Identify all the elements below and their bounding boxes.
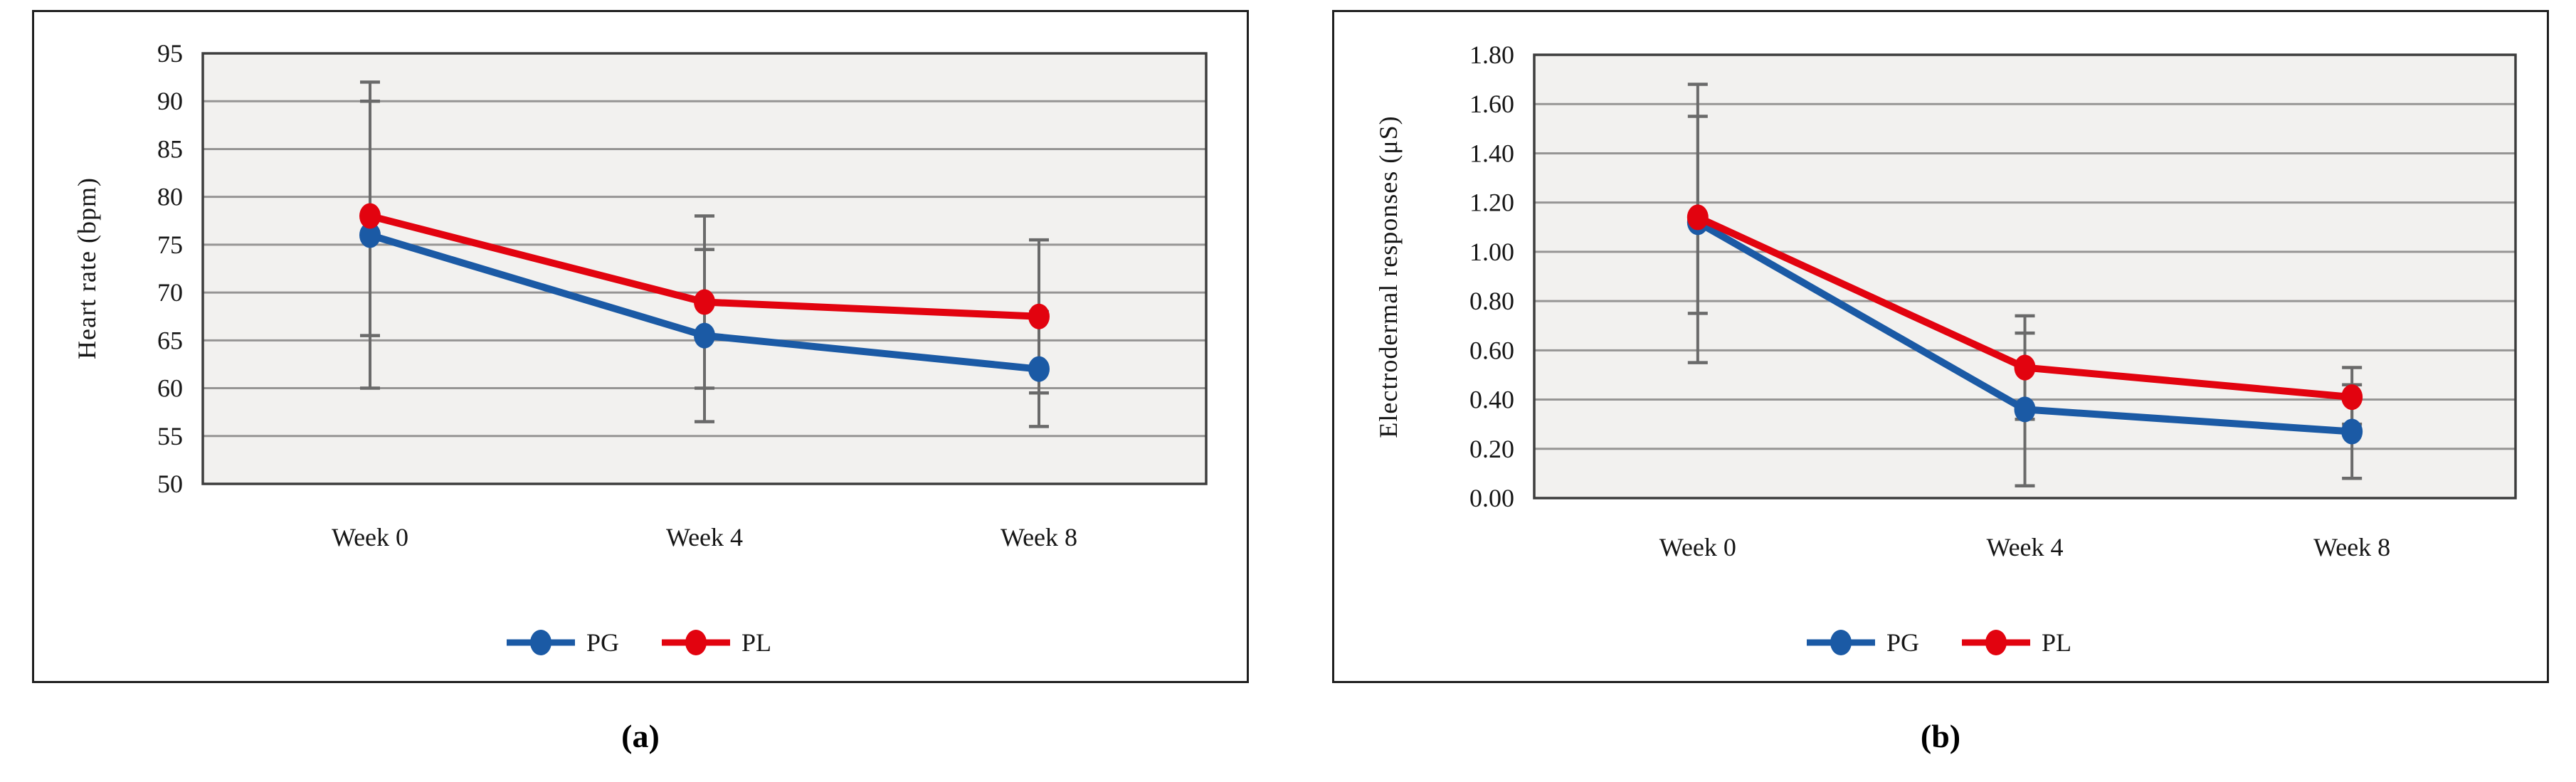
y-tick-label: 0.80 xyxy=(1469,287,1514,315)
marker-pg-week-8 xyxy=(2341,418,2363,445)
x-category-label: Week 8 xyxy=(1001,523,1077,551)
y-tick-label: 65 xyxy=(157,326,183,354)
y-tick-label: 75 xyxy=(157,231,183,259)
legend-marker xyxy=(530,630,551,655)
x-category-label: Week 8 xyxy=(2313,533,2390,561)
x-category-label: Week 0 xyxy=(1659,533,1736,561)
caption-panel-a: (a) xyxy=(621,718,660,754)
x-category-label: Week 4 xyxy=(1986,533,2063,561)
y-tick-label: 80 xyxy=(157,183,183,211)
marker-pg-week-4 xyxy=(694,322,715,349)
marker-pl-week-0 xyxy=(359,203,381,229)
legend-item-pl: PL xyxy=(662,628,771,657)
y-tick-label: 0.00 xyxy=(1469,484,1514,512)
y-tick-label: 0.20 xyxy=(1469,435,1514,463)
marker-pl-week-4 xyxy=(2014,354,2036,381)
legend-marker xyxy=(1985,630,2007,655)
heart-rate-chart: 95 90 85 80 75 70 65 60 55 50 Week 0 Week 4 Week 8 PG… xyxy=(157,39,1208,657)
legend-label-pg: PG xyxy=(586,628,619,657)
y-tick-label: 95 xyxy=(157,39,183,68)
marker-pl-week-8 xyxy=(2341,384,2363,411)
y-tick-label: 1.00 xyxy=(1469,238,1514,266)
legend-marker xyxy=(1830,630,1852,655)
marker-pl-week-8 xyxy=(1028,303,1050,329)
plot-border xyxy=(1533,53,2517,500)
y-tick-label: 50 xyxy=(157,470,183,498)
marker-pg-week-8 xyxy=(1028,356,1050,382)
x-category-label: Week 0 xyxy=(332,523,408,551)
marker-pg-week-4 xyxy=(2014,396,2036,423)
y-tick-label: 1.60 xyxy=(1469,90,1514,118)
marker-pl-week-0 xyxy=(1686,204,1709,231)
legend-item-pg: PG xyxy=(507,628,619,657)
marker-pg-week-0 xyxy=(359,222,381,248)
panel-a: Heart rate (bpm) 95 90 85 80 75 70 65 60 55 50 Wee… xyxy=(32,10,1249,683)
y-tick-label: 85 xyxy=(157,134,183,163)
y-tick-label: 1.40 xyxy=(1469,139,1514,167)
electrodermal-chart: 1.80 1.60 1.40 1.20 1.00 0.80 0.60 0.40 0.20 0.00… xyxy=(1469,41,2517,657)
legend-marker xyxy=(685,630,707,655)
y-tick-label: 90 xyxy=(157,87,183,115)
marker-pl-week-4 xyxy=(694,289,715,315)
x-category-label: Week 4 xyxy=(666,523,743,551)
y-tick-label: 60 xyxy=(157,374,183,403)
caption-panel-b: (b) xyxy=(1920,718,1961,754)
legend-item-pg: PG xyxy=(1807,628,1919,657)
y-tick-label: 1.80 xyxy=(1469,41,1514,69)
y-tick-label: 0.40 xyxy=(1469,386,1514,414)
y-tick-label: 70 xyxy=(157,278,183,307)
y-tick-label: 1.20 xyxy=(1469,189,1514,217)
y-tick-label: 55 xyxy=(157,422,183,450)
legend-label-pl: PL xyxy=(741,628,771,657)
legend-label-pl: PL xyxy=(2042,628,2071,657)
plot-border xyxy=(201,52,1208,485)
legend-label-pg: PG xyxy=(1886,628,1919,657)
panel-b: Electrodermal responses (μS) 1.80 1.60 1.4… xyxy=(1332,10,2549,683)
legend-item-pl: PL xyxy=(1962,628,2071,657)
y-tick-label: 0.60 xyxy=(1469,336,1514,364)
